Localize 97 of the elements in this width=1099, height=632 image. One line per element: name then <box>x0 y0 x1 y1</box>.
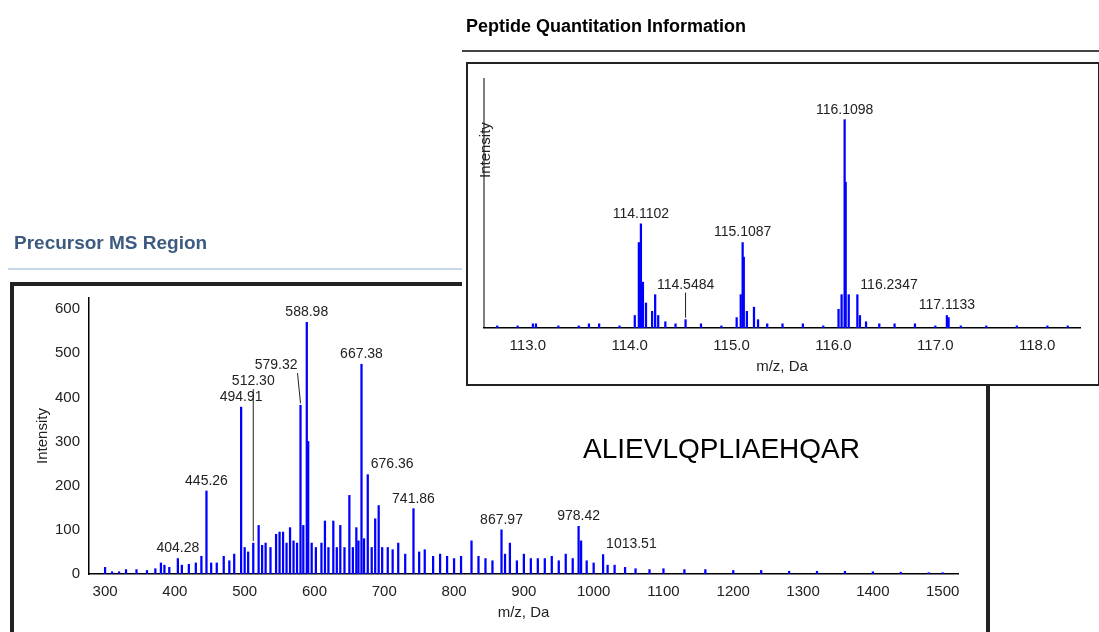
x-tick-label: 800 <box>441 582 467 600</box>
bar <box>278 531 281 574</box>
y-tick-label: 0 <box>71 564 81 582</box>
bar <box>110 571 114 574</box>
bar <box>781 323 784 328</box>
bar <box>683 569 686 574</box>
x-tick-label: 1200 <box>716 582 750 600</box>
annotation: 445.26 <box>185 471 229 488</box>
annotation: ALIEVLQPLIAEHQAR <box>583 433 861 465</box>
y-tick-label: 400 <box>55 387 81 405</box>
x-axis-title: m/z, Da <box>497 603 550 621</box>
annotation: 115.1087 <box>713 223 772 240</box>
x-axis-title: m/z, Da <box>756 357 809 375</box>
bar <box>634 568 637 574</box>
annotation: 404.28 <box>156 539 200 556</box>
bar <box>348 495 351 574</box>
bar <box>735 317 738 328</box>
bar <box>200 556 203 574</box>
bar <box>163 564 166 574</box>
annotation: 676.36 <box>370 455 414 472</box>
bar <box>515 560 519 574</box>
y-tick-label: 300 <box>55 431 81 449</box>
bar <box>360 363 363 574</box>
bar <box>1046 325 1049 328</box>
chart-title: Precursor MS Region <box>14 232 208 254</box>
bar <box>720 325 723 328</box>
bar <box>613 564 616 574</box>
y-tick-label: 100 <box>55 519 81 537</box>
bar <box>124 569 128 574</box>
x-tick-label: 300 <box>92 582 118 600</box>
bar <box>684 319 687 328</box>
x-tick-label: 116.0 <box>815 336 852 354</box>
bar <box>871 571 874 574</box>
annotation: 117.1133 <box>918 296 976 313</box>
y-tick-label: 600 <box>55 299 81 317</box>
x-tick-label: 118.0 <box>1018 336 1056 354</box>
bar <box>606 564 609 574</box>
annotation: 116.1098 <box>815 100 874 117</box>
x-tick-label: 900 <box>511 582 537 600</box>
bar <box>477 556 480 574</box>
annotation: 512.30 <box>231 371 275 388</box>
x-tick-label: 500 <box>232 582 258 600</box>
x-tick-label: 1300 <box>786 582 820 600</box>
bar <box>648 569 651 574</box>
annotation: 114.1102 <box>612 204 670 221</box>
bar <box>662 568 665 574</box>
bar <box>557 325 560 328</box>
y-tick-label: 200 <box>55 475 81 493</box>
bar <box>864 321 868 328</box>
bar <box>343 547 346 574</box>
x-tick-label: 1000 <box>576 582 611 600</box>
bar <box>154 568 157 574</box>
bar <box>500 529 503 574</box>
bar <box>374 518 377 574</box>
bar <box>205 490 208 574</box>
x-tick-label: 1100 <box>647 582 680 600</box>
annotation: 116.2347 <box>860 275 918 292</box>
bar <box>618 325 621 328</box>
x-tick-label: 117.0 <box>917 336 954 354</box>
x-tick-label: 400 <box>162 582 188 600</box>
annotation: 667.38 <box>340 345 384 362</box>
bar <box>633 315 636 328</box>
bar <box>299 404 302 574</box>
x-tick-label: 1400 <box>856 582 890 600</box>
bar <box>577 525 580 574</box>
y-axis-title: Intensity <box>476 122 493 178</box>
bar <box>491 560 494 574</box>
annotation: 741.86 <box>392 489 436 506</box>
bar <box>516 325 519 328</box>
x-tick-label: 114.0 <box>611 336 648 354</box>
y-axis-title: Intensity <box>33 407 51 464</box>
x-tick-label: 600 <box>301 582 327 600</box>
bar <box>664 321 667 328</box>
bar <box>704 569 707 574</box>
bar <box>470 540 473 574</box>
annotation: 588.98 <box>285 303 329 320</box>
bar <box>893 323 896 328</box>
annotation: 114.5484 <box>656 275 715 292</box>
bar <box>484 558 487 574</box>
bar <box>674 323 677 328</box>
bar <box>756 319 760 328</box>
bar <box>585 560 588 574</box>
x-tick-label: 115.0 <box>713 336 750 354</box>
bar <box>135 569 138 574</box>
annotation: 1013.51 <box>606 535 657 552</box>
x-tick-label: 700 <box>371 582 397 600</box>
annotation: 867.97 <box>480 510 524 527</box>
chart-title: Peptide Quantitation Information <box>466 16 746 37</box>
x-tick-label: 113.0 <box>509 336 547 354</box>
annotation: 978.42 <box>557 507 601 524</box>
bar <box>117 571 121 574</box>
bar <box>269 547 272 574</box>
annotation: 579.32 <box>254 355 298 372</box>
bar <box>412 508 415 574</box>
bar <box>557 560 560 574</box>
x-tick-label: 1500 <box>925 582 960 600</box>
bar <box>228 560 231 574</box>
